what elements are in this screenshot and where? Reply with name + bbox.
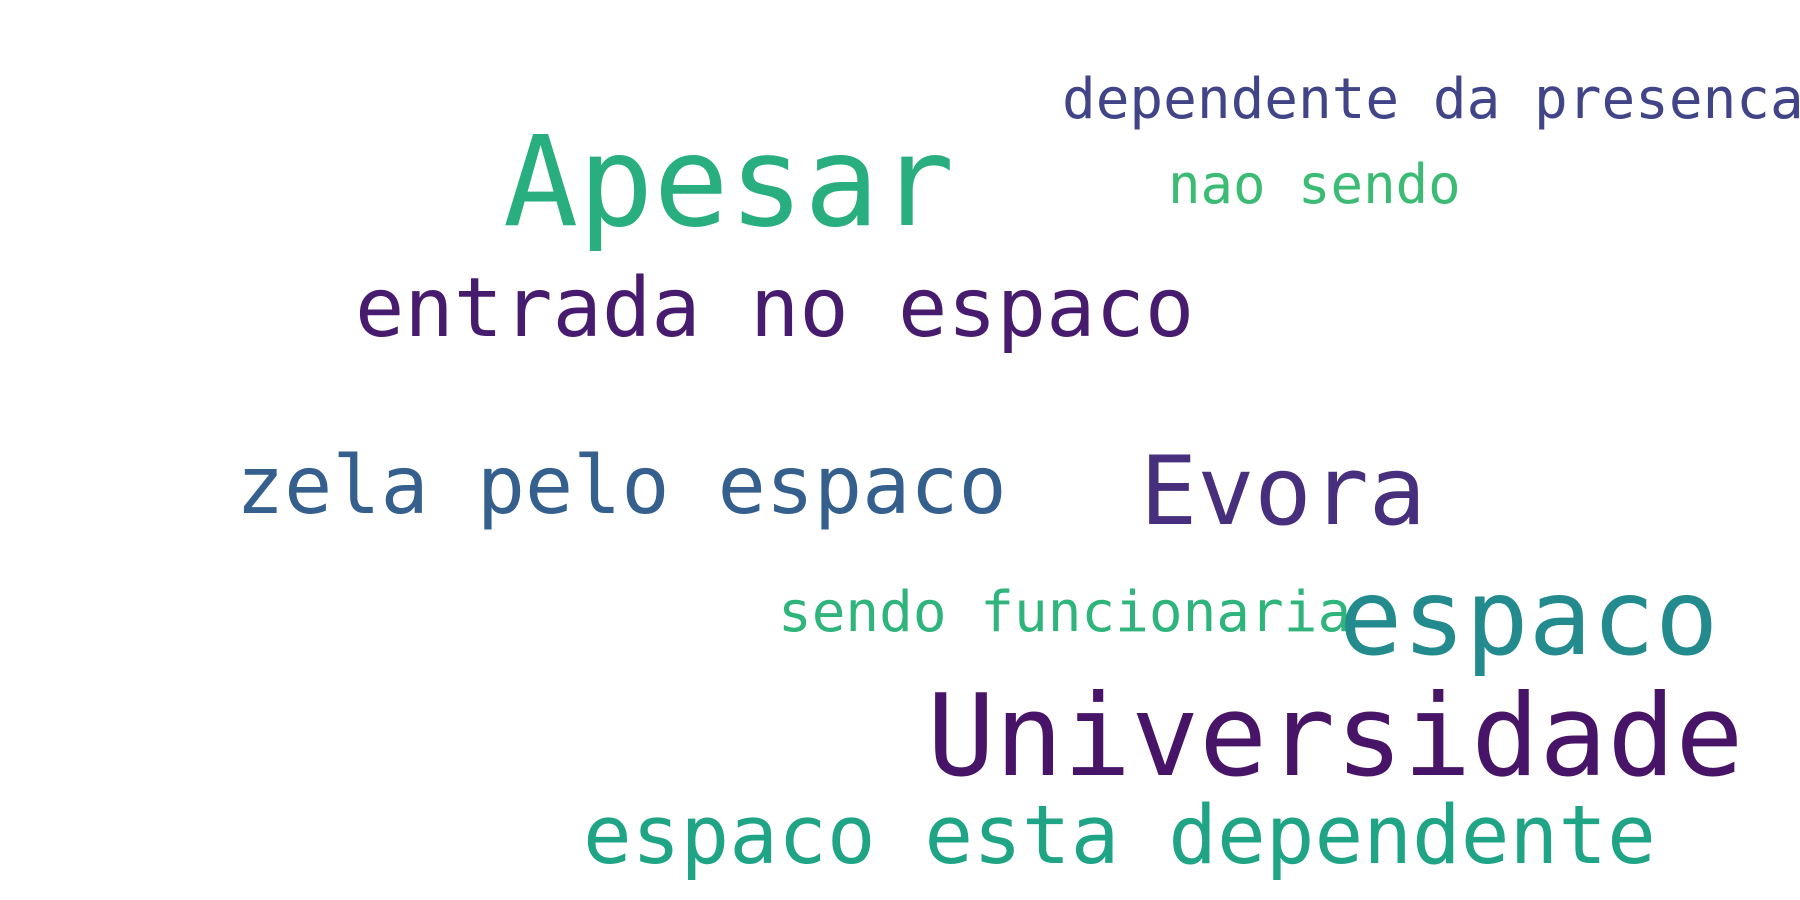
word-zela-pelo-espaco: zela pelo espaco: [236, 439, 1007, 532]
word-nao-sendo: nao sendo: [1168, 153, 1461, 216]
word-espaco-esta-dependente: espaco esta dependente: [583, 789, 1656, 883]
word-evora: Evora: [1140, 437, 1426, 547]
word-entrada-no-espaco: entrada no espaco: [355, 261, 1195, 356]
word-apesar: Apesar: [503, 110, 955, 255]
word-espaco: espaco: [1339, 557, 1719, 679]
word-universidade: Universidade: [927, 670, 1744, 802]
word-sendo-funcionaria: sendo funcionaria: [778, 580, 1352, 645]
word-dependente-da-presenca: dependente da presenca: [1062, 67, 1800, 132]
